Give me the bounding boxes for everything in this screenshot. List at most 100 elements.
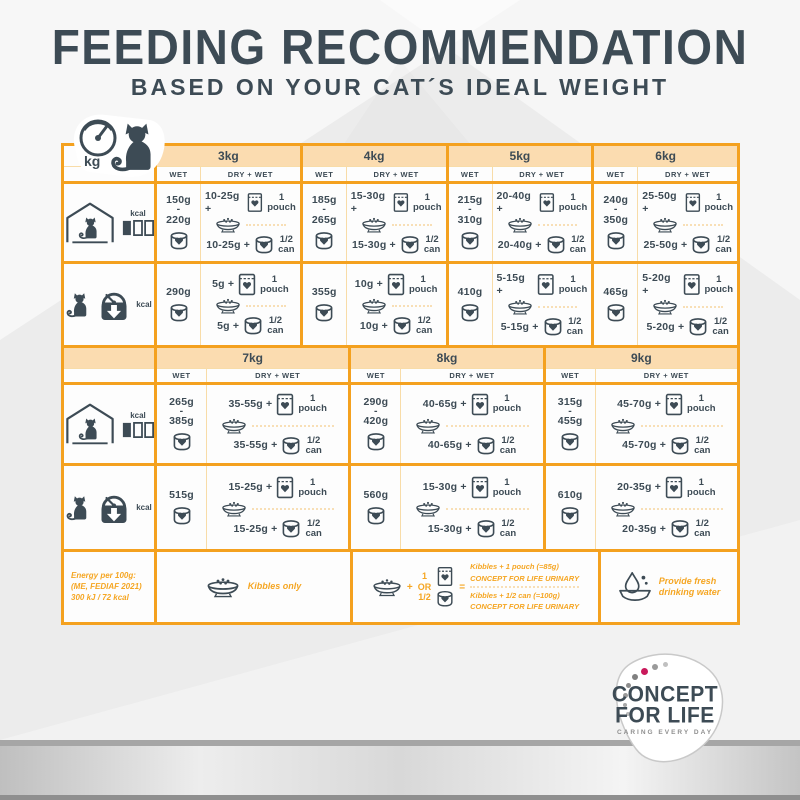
dry-wet-cell: 10g + 1 pouch 10g + 1/2 can (347, 264, 446, 345)
logo-dot (632, 674, 638, 680)
or-divider (642, 216, 733, 234)
wet-amount: 355g (311, 285, 337, 298)
wet-amount-cell: 215g - 310g (449, 184, 493, 261)
can-quantity: 1/2 can (570, 233, 586, 255)
pouch-qty-number: 1 (698, 393, 704, 405)
can-qty-number: 1/2 (571, 233, 585, 245)
can-icon (169, 231, 189, 251)
equals-sign: = (459, 581, 466, 593)
kibble-bowl-icon (507, 299, 533, 315)
or-divider (205, 297, 296, 315)
subheader-row: WET DRY + WET (351, 369, 543, 385)
energy-line: Energy per 100g: (71, 571, 136, 580)
can-icon (460, 231, 480, 251)
pouch-qty-number: 1 (271, 273, 278, 285)
indoor-row-cell: 265g - 385g 35-55g + 1 pouch (157, 385, 349, 466)
dry-wet-cell: 35-55g + 1 pouch 35-55g + 1/2 (207, 385, 348, 463)
can-icon (392, 316, 412, 336)
dry-amount: 25-50g + (643, 238, 688, 251)
pouch-qty-unit: pouch (492, 403, 522, 414)
dry-wet-cell: 5-20g + 1 pouch 5-20g + 1/2 c (638, 264, 737, 345)
water-label: Provide fresh drinking water (659, 576, 721, 599)
pouch-qty-number: 1 (570, 273, 576, 285)
pouch-quantity: 1 pouch (687, 394, 716, 414)
dry-plus-can-line: 10-25g + 1/2 can (205, 234, 296, 255)
dotted-divider (640, 508, 723, 510)
wet-amount: 465g (603, 285, 629, 298)
pouch-quantity: 1 pouch (558, 191, 588, 213)
can-quantity: 1/2 can (305, 519, 321, 539)
weight-header: 4kg (302, 146, 446, 167)
weight-reduction-row-label: kcal (64, 466, 154, 552)
kcal-bars-icon (122, 220, 154, 236)
or-divider (497, 216, 588, 234)
dotted-divider (537, 305, 578, 308)
can-quantity: 1/2 can (500, 519, 516, 539)
water-line1: Provide fresh (658, 575, 717, 586)
can-icon (670, 519, 690, 539)
pouch-icon (665, 393, 683, 416)
wet-amount-cell: 355g (303, 264, 347, 345)
wet-column-header: WET (594, 167, 639, 181)
eq-pouch-product: CONCEPT FOR LIFE URINARY (470, 573, 580, 583)
wet-amount-max: 220g (166, 213, 191, 226)
subheader-row: WET DRY + WET (157, 167, 300, 184)
wet-amount-cell: 465g (594, 264, 639, 345)
kibble-bowl-icon (207, 576, 239, 597)
wet-amount-cell: 265g - 385g (157, 385, 207, 463)
dry-amount: 5-20g + (642, 272, 671, 297)
pouch-icon (238, 273, 256, 296)
kibble-bowl-icon (415, 501, 441, 517)
dry-amount: 45-70g + (622, 439, 667, 452)
kibble-bowl-icon (610, 418, 636, 434)
logo-line1: CONCEPT (611, 682, 719, 707)
pouch-qty-unit: pouch (558, 201, 588, 213)
dotted-divider (446, 508, 529, 510)
weight-column: 6kg WET DRY + WET 240g - 350g 25-50g + 1… (594, 146, 737, 348)
can-qty-number: 1/2 (716, 233, 731, 245)
dotted-divider (252, 508, 335, 510)
cat-icon (66, 494, 88, 521)
logo-dot (626, 683, 631, 688)
pouch-qty-unit: pouch (704, 283, 734, 295)
wet-amount-max: 385g (169, 415, 194, 428)
section-3-6kg: kcal kcal 3kg WET DRY + WET 150g - 220 (64, 146, 737, 348)
indoor-house-cat-icon (64, 201, 115, 245)
eq-can-product: CONCEPT FOR LIFE URINARY (470, 602, 580, 612)
kibble-bowl-icon (610, 501, 636, 517)
dotted-divider (246, 223, 286, 226)
dry-wet-column-header: DRY + WET (255, 371, 301, 380)
pouch-quantity: 1 pouch (687, 477, 716, 498)
wet-range-dash: - (179, 404, 184, 417)
subheader-row: WET DRY + WET (157, 369, 349, 385)
pouch-quantity: 1 pouch (413, 192, 442, 213)
can-quantity: 1/2 can (305, 435, 321, 456)
can-qty-unit: can (712, 325, 729, 337)
weight-reduction-row-cell: 410g 5-15g + 1 pouch 5-15g + (448, 264, 592, 348)
dotted-divider (470, 586, 580, 588)
pouch-qty-number: 1 (570, 191, 576, 203)
or-divider (211, 417, 344, 435)
wet-amount-cell: 150g - 220g (157, 184, 201, 261)
or-divider (405, 500, 538, 518)
dry-plus-can-line: 5-15g + 1/2 can (497, 316, 588, 337)
weight-column: 9kg WET DRY + WET 315g - 455g 45-70g + 1… (545, 348, 737, 552)
water-line2: drinking water (658, 587, 721, 597)
energy-note: Energy per 100g: (ME, FEDIAF 2021) 300 k… (64, 552, 157, 622)
can-quantity: 1/2 can (694, 435, 711, 456)
can-icon (314, 303, 334, 323)
weight-reduction-row-cell: 290g 5g + 1 pouch 5g + (157, 264, 300, 348)
dotted-divider (683, 305, 723, 308)
dry-plus-pouch-line: 10-25g + 1 pouch (205, 190, 296, 214)
wet-amount: 515g (169, 488, 194, 501)
pouch-icon (665, 476, 683, 499)
pouch-quantity: 1 pouch (558, 273, 588, 295)
indoor-cat-row-label: kcal (64, 385, 154, 466)
can-qty-unit: can (694, 444, 711, 456)
pouch-qty-unit: pouch (558, 283, 588, 295)
scale-down-arrow-icon (99, 288, 129, 322)
can-icon (476, 519, 496, 539)
can-icon (560, 506, 580, 526)
dry-plus-pouch-line: 5g + 1 pouch (205, 273, 296, 296)
